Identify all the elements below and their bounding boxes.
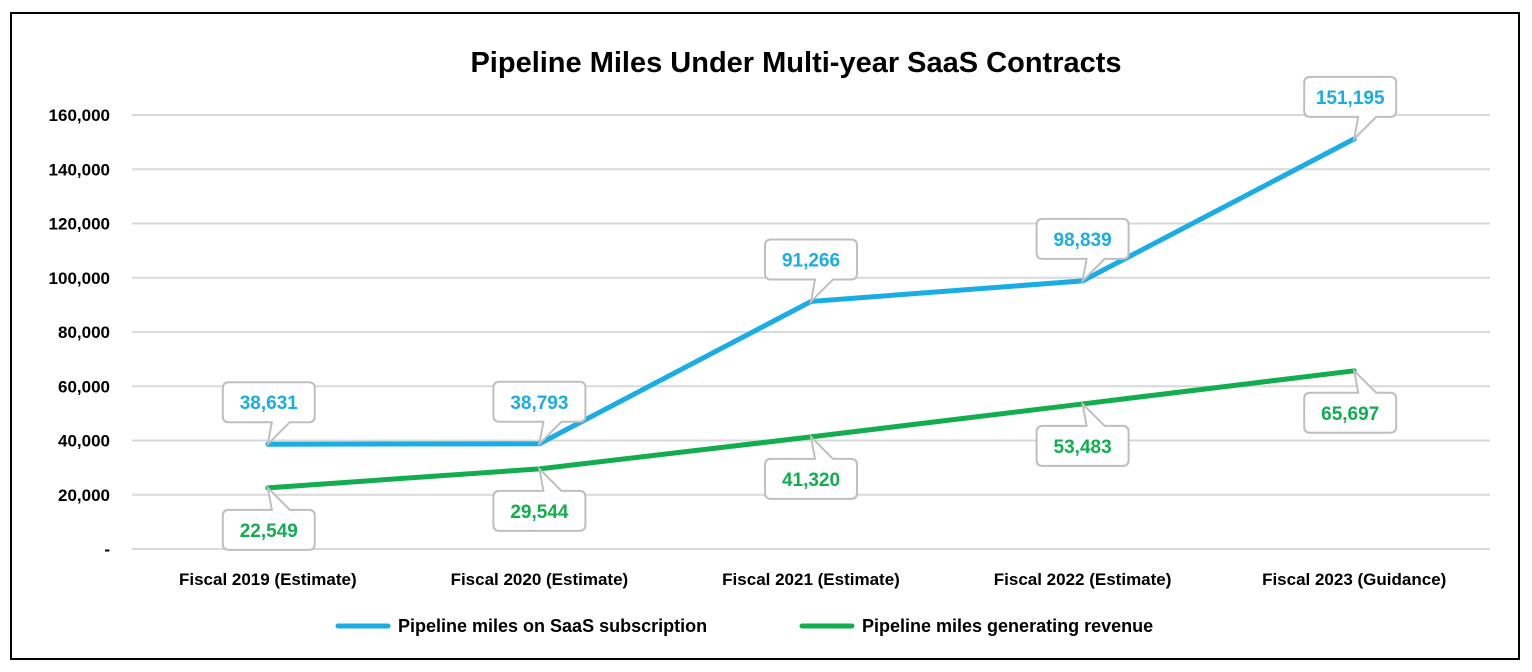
data-label-callout bbox=[1303, 75, 1398, 142]
data-label-callout bbox=[492, 380, 587, 447]
x-tick-label: Fiscal 2020 (Estimate) bbox=[451, 570, 629, 589]
y-tick-label: 120,000 bbox=[49, 215, 110, 234]
x-tick-label: Fiscal 2023 (Guidance) bbox=[1262, 570, 1446, 589]
data-label: 53,483 bbox=[1035, 400, 1130, 467]
y-tick-label: 140,000 bbox=[49, 160, 110, 179]
data-label-text: 38,793 bbox=[510, 393, 568, 414]
y-tick-label: 20,000 bbox=[58, 486, 110, 505]
data-label-text: 38,631 bbox=[240, 393, 299, 414]
data-label-text: 98,839 bbox=[1054, 230, 1112, 251]
data-label-text: 22,549 bbox=[240, 521, 298, 542]
y-tick-label: 80,000 bbox=[58, 323, 110, 342]
chart-svg: Pipeline Miles Under Multi-year SaaS Con… bbox=[49, 47, 1490, 636]
x-tick-label: Fiscal 2019 (Estimate) bbox=[179, 570, 357, 589]
data-label-text: 91,266 bbox=[782, 250, 840, 271]
data-label: 151,195 bbox=[1303, 75, 1398, 142]
y-tick-label: 100,000 bbox=[49, 269, 110, 288]
data-label-callout bbox=[492, 465, 587, 532]
legend-item: Pipeline miles on SaaS subscription bbox=[335, 616, 707, 636]
data-label-callout bbox=[1035, 400, 1130, 467]
data-label: 91,266 bbox=[764, 238, 858, 305]
y-tick-label: 60,000 bbox=[58, 377, 110, 396]
data-label: 29,544 bbox=[492, 465, 587, 532]
legend-label: Pipeline miles on SaaS subscription bbox=[398, 616, 707, 636]
data-label-callout bbox=[1303, 367, 1398, 434]
data-label-callout bbox=[221, 484, 316, 551]
chart-frame: Pipeline Miles Under Multi-year SaaS Con… bbox=[10, 12, 1520, 660]
data-label: 65,697 bbox=[1303, 367, 1398, 434]
data-label-text: 65,697 bbox=[1321, 404, 1379, 425]
y-tick-label: - bbox=[104, 540, 110, 559]
x-tick-label: Fiscal 2022 (Estimate) bbox=[994, 570, 1172, 589]
data-label: 98,839 bbox=[1035, 217, 1130, 284]
series-lines bbox=[265, 136, 1357, 491]
data-label-callout bbox=[764, 433, 858, 500]
data-label: 38,793 bbox=[492, 380, 587, 447]
legend-item: Pipeline miles generating revenue bbox=[799, 616, 1153, 636]
data-label-text: 29,544 bbox=[510, 502, 569, 523]
y-axis-tick-labels: - 20,000 40,000 60,000 80,000 100,000 120,000 1… bbox=[49, 106, 110, 559]
x-tick-label: Fiscal 2021 (Estimate) bbox=[722, 570, 900, 589]
data-label: 41,320 bbox=[764, 433, 858, 500]
legend: Pipeline miles on SaaS subscription Pipel… bbox=[335, 616, 1153, 636]
data-label-callout bbox=[764, 238, 858, 305]
x-axis-tick-labels: Fiscal 2019 (Estimate) Fiscal 2020 (Estim… bbox=[179, 570, 1446, 589]
y-tick-label: 160,000 bbox=[49, 106, 110, 125]
data-label-callout bbox=[1035, 217, 1130, 284]
chart-title: Pipeline Miles Under Multi-year SaaS Con… bbox=[470, 47, 1121, 79]
data-label: 22,549 bbox=[221, 484, 316, 551]
data-label-text: 151,195 bbox=[1316, 88, 1385, 109]
data-label-callout bbox=[221, 381, 316, 448]
series-line-1 bbox=[265, 136, 1357, 447]
legend-label: Pipeline miles generating revenue bbox=[862, 616, 1153, 636]
data-label-text: 53,483 bbox=[1054, 437, 1112, 458]
data-labels: 38,631 38,793 91,266 98,839 151,195 22,549 29,… bbox=[221, 75, 1398, 551]
y-tick-label: 40,000 bbox=[58, 432, 110, 451]
data-label: 38,631 bbox=[221, 381, 316, 448]
data-label-text: 41,320 bbox=[782, 470, 840, 491]
